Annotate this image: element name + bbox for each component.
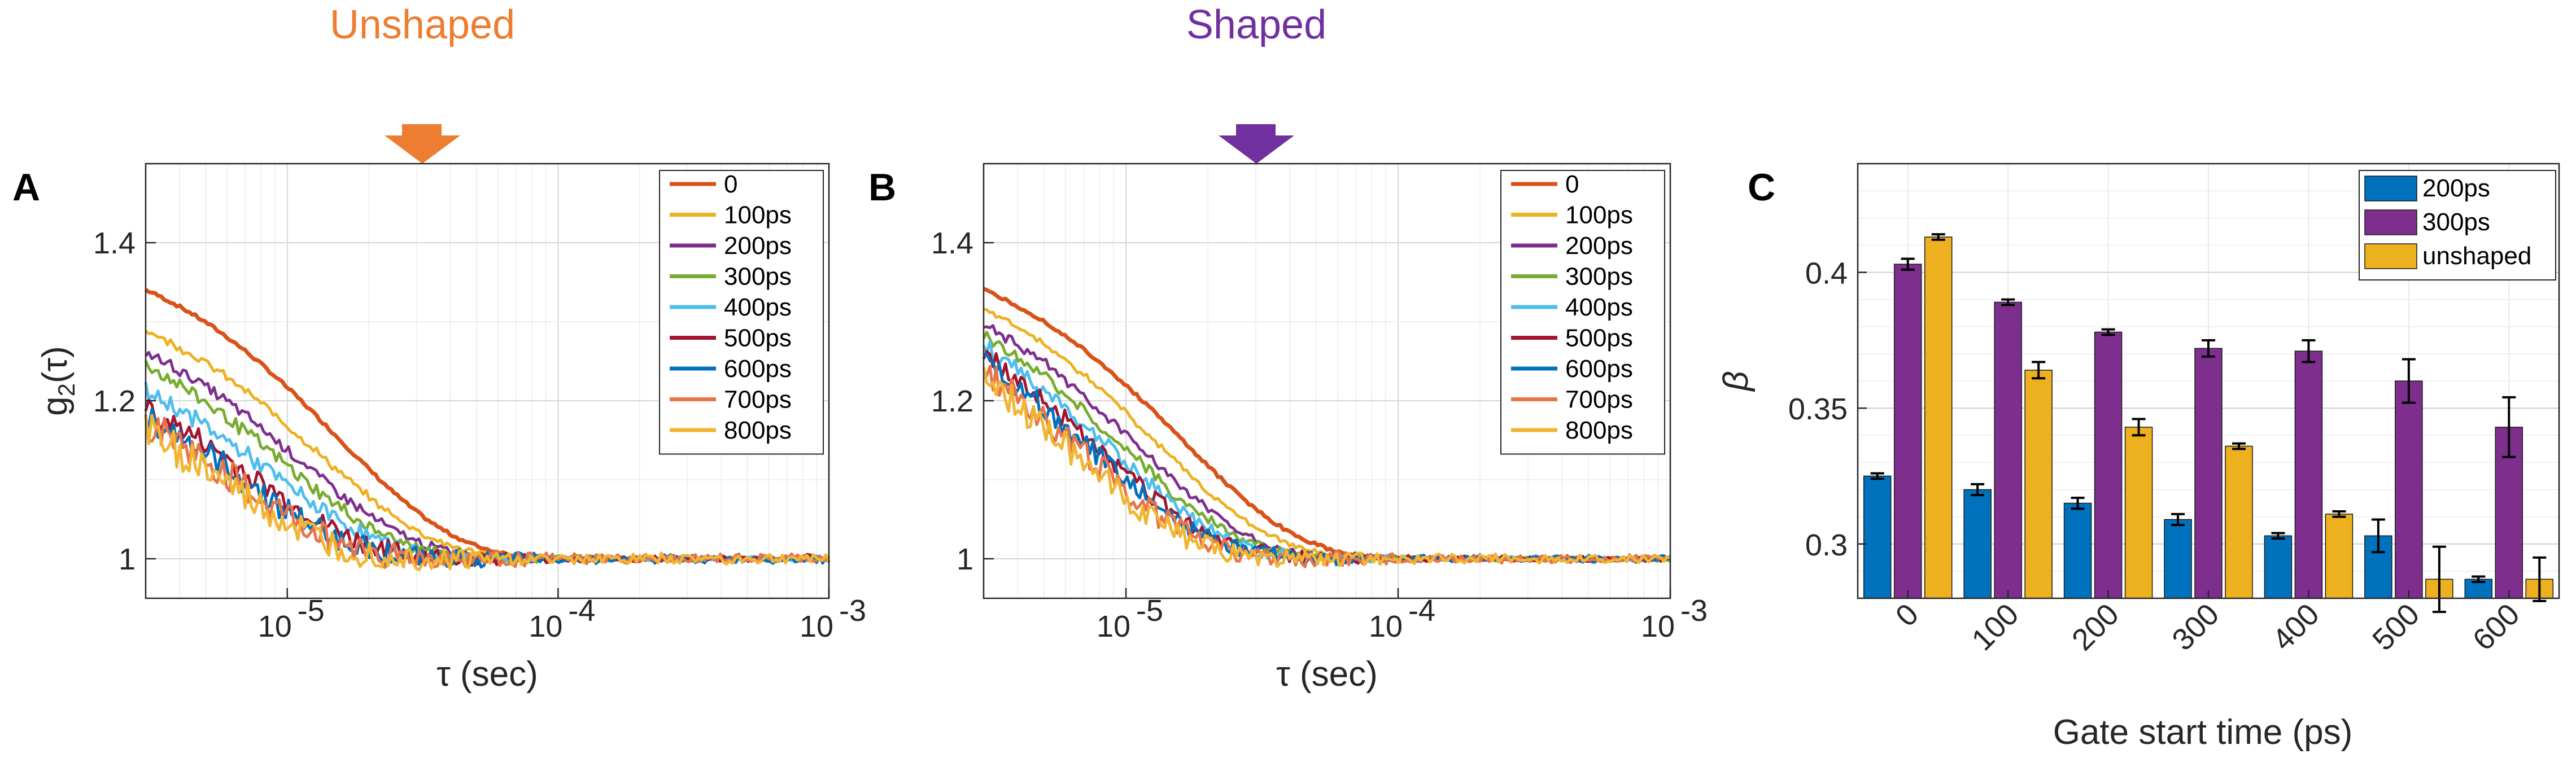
x-tick-label: 10	[1369, 610, 1403, 643]
bar-200ps-100	[1963, 489, 1992, 599]
y-tick-label: 1	[957, 542, 973, 576]
x-tick-exponent: -4	[568, 594, 595, 628]
x-tick-label-0: 0	[1889, 597, 1926, 633]
x-tick-label: 10	[1097, 610, 1130, 643]
bar-300ps-0	[1893, 264, 1922, 599]
bar-300ps-500	[2395, 380, 2423, 599]
x-axis-label: Gate start time (ps)	[2053, 713, 2353, 752]
y-tick-label: 1.4	[931, 226, 973, 260]
x-tick-exponent: -5	[1136, 594, 1163, 628]
legend-label-100ps: 100ps	[724, 201, 792, 229]
legend-swatch-300ps	[2364, 209, 2417, 235]
x-tick-label-200: 200	[2066, 597, 2125, 657]
x-tick-label: 10	[1641, 610, 1675, 643]
legend-swatch-unshaped	[2364, 243, 2417, 269]
bar-unshaped-400	[2325, 514, 2354, 599]
unshaped-header: Unshaped	[330, 2, 515, 47]
unshaped-arrow-icon	[385, 124, 460, 164]
panel-letter-c: C	[1748, 166, 1775, 209]
legend-label-500ps: 500ps	[1565, 325, 1633, 352]
legend-label-200ps: 200ps	[2422, 174, 2490, 202]
x-axis-label: τ (sec)	[1276, 655, 1378, 694]
shaped-header: Shaped	[1186, 2, 1326, 47]
panel-letter-a: A	[12, 166, 40, 209]
y-tick-label: 0.3	[1805, 528, 1848, 562]
legend-label-700ps: 700ps	[724, 386, 792, 414]
bar-200ps-300	[2164, 519, 2192, 599]
legend-label-700ps: 700ps	[1565, 386, 1633, 414]
legend-swatch-200ps	[2364, 176, 2417, 201]
x-tick-label: 10	[800, 610, 833, 643]
legend-label-800ps: 800ps	[1565, 417, 1633, 444]
bar-200ps-400	[2264, 535, 2293, 599]
x-tick-exponent: -5	[298, 594, 325, 628]
axes-box	[1857, 163, 2560, 599]
bar-unshaped-0	[1924, 236, 1953, 599]
chart-panel-c: 0 100 200 300 400 500 600 0.3 0.35 0.4 Gate start …	[1717, 163, 2560, 752]
legend-box	[659, 170, 824, 455]
legend-label-600ps: 600ps	[1565, 355, 1633, 383]
bar-300ps-300	[2194, 348, 2223, 599]
legend-label-200ps: 200ps	[724, 232, 792, 260]
bar-200ps-0	[1863, 475, 1892, 599]
x-tick-exponent: -4	[1408, 594, 1435, 628]
y-tick-label: 0.4	[1805, 257, 1848, 291]
bar-300ps-400	[2294, 350, 2323, 599]
bar-300ps-100	[1994, 301, 2022, 599]
x-tick-label-400: 400	[2266, 597, 2326, 657]
x-tick-exponent: -3	[1680, 594, 1708, 628]
shaped-arrow-icon	[1219, 124, 1294, 164]
chart-panel-b: 10 -5 10 -4 10 -311.21.4τ (sec)0100ps200ps300…	[931, 163, 1708, 694]
legend-label-0: 0	[1565, 170, 1579, 198]
y-tick-label: 1.2	[93, 384, 136, 418]
y-tick-label: 1.4	[93, 226, 136, 260]
x-tick-label-600: 600	[2466, 597, 2526, 657]
y-tick-label: 1	[119, 542, 136, 576]
legend-label-300ps: 300ps	[2422, 208, 2490, 236]
x-tick-exponent: -3	[839, 594, 866, 628]
x-tick-label-500: 500	[2366, 597, 2426, 657]
legend-label-unshaped: unshaped	[2422, 242, 2531, 270]
y-axis-label: g2(τ)	[36, 346, 80, 416]
legend-label-400ps: 400ps	[724, 293, 792, 321]
series-line-800ps	[982, 367, 1671, 568]
legend-label-300ps: 300ps	[1565, 263, 1633, 291]
x-tick-label-100: 100	[1965, 597, 2025, 657]
bar-unshaped-100	[2024, 370, 2053, 599]
bar-200ps-200	[2063, 502, 2092, 599]
legend-label-0: 0	[724, 170, 737, 198]
axes-box	[983, 163, 1671, 599]
y-axis-label: β	[1717, 371, 1756, 392]
x-tick-label: 10	[529, 610, 562, 643]
legend-label-500ps: 500ps	[724, 325, 792, 352]
series-line-800ps	[144, 414, 831, 572]
axes-box	[145, 163, 830, 599]
legend-label-200ps: 200ps	[1565, 232, 1633, 260]
bar-unshaped-300	[2225, 445, 2253, 599]
bar-unshaped-200	[2124, 427, 2153, 599]
y-tick-label: 0.35	[1788, 392, 1848, 426]
legend-label-100ps: 100ps	[1565, 201, 1633, 229]
panel-letter-b: B	[868, 166, 896, 209]
legend-label-800ps: 800ps	[724, 417, 792, 444]
bar-300ps-200	[2094, 331, 2123, 599]
legend-label-600ps: 600ps	[724, 355, 792, 383]
x-tick-label: 10	[258, 610, 292, 643]
x-tick-label-300: 300	[2165, 597, 2225, 657]
legend-box	[1500, 170, 1665, 455]
legend-label-400ps: 400ps	[1565, 293, 1633, 321]
y-tick-label: 1.2	[931, 384, 973, 418]
x-axis-label: τ (sec)	[436, 655, 538, 694]
legend-label-300ps: 300ps	[724, 263, 792, 291]
chart-panel-a: 10 -5 10 -4 10 -311.21.4τ (sec)g2(τ)0100ps200…	[36, 163, 866, 694]
